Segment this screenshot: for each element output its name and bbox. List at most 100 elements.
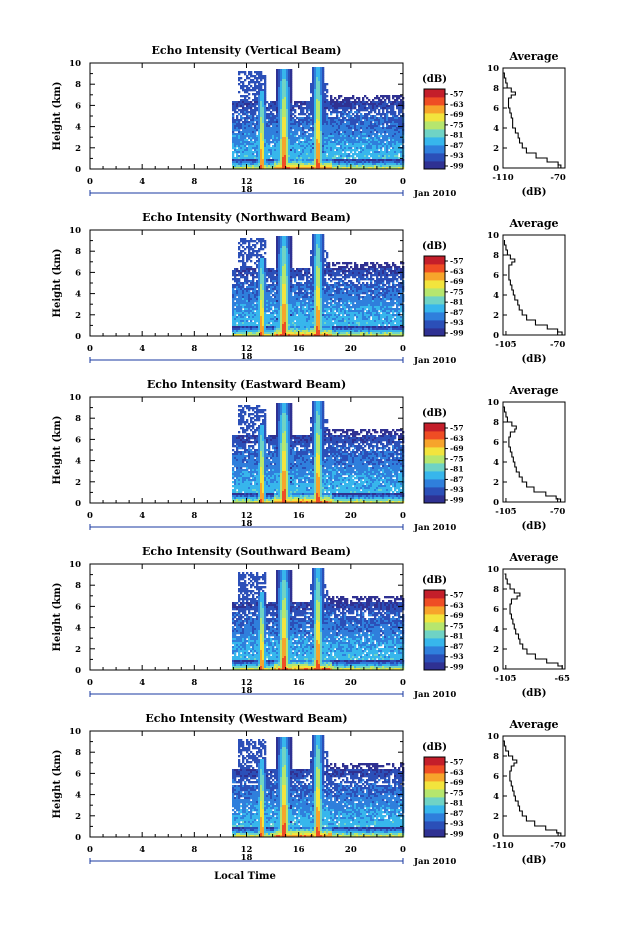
echo-cell [294,129,296,131]
echo-cell [234,109,236,111]
echo-cell [388,119,390,121]
echo-cell [238,270,240,272]
echo-cell [288,330,290,332]
echo-cell [320,238,322,240]
echo-cell [330,127,332,129]
echo-cell [246,308,248,310]
echo-cell [280,79,282,81]
echo-cell [334,121,336,123]
echo-cell [308,101,310,103]
echo-cell [306,328,308,330]
echo-cell [328,163,330,165]
echo-cell [334,165,336,167]
echo-cell [290,73,292,75]
echo-cell [322,131,324,133]
echo-cell [300,294,302,296]
echo-cell [336,127,338,129]
echo-cell [328,143,330,145]
echo-cell [342,139,344,141]
echo-cell [352,163,354,165]
echo-cell [262,274,264,276]
echo-cell [304,103,306,105]
echo-cell [326,133,328,135]
echo-cell [284,109,286,111]
echo-cell [262,276,264,278]
echo-cell [312,165,314,167]
echo-cell [260,266,262,268]
echo-cell [268,131,270,133]
echo-cell [398,165,400,167]
echo-cell [278,268,280,270]
echo-cell [316,300,318,302]
echo-cell [390,155,392,157]
echo-cell [376,135,378,137]
echo-cell [276,238,278,240]
echo-cell [290,316,292,318]
echo-cell [340,113,342,115]
echo-cell [350,121,352,123]
echo-cell [262,93,264,95]
echo-cell [368,121,370,123]
echo-cell [360,127,362,129]
echo-cell [318,238,320,240]
echo-cell [278,77,280,79]
echo-cell [258,314,260,316]
echo-cell [312,284,314,286]
echo-cell [274,133,276,135]
echo-cell [274,300,276,302]
echo-cell [306,149,308,151]
echo-cell [308,149,310,151]
echo-cell [240,314,242,316]
echo-cell [278,272,280,274]
echo-cell [248,294,250,296]
echo-cell [246,254,248,256]
echo-cell [354,129,356,131]
echo-cell [398,109,400,111]
echo-cell [258,260,260,262]
echo-cell [266,302,268,304]
echo-cell [272,161,274,163]
echo-cell [326,91,328,93]
echo-cell [242,127,244,129]
echo-cell [284,149,286,151]
echo-cell [396,107,398,109]
echo-cell [282,157,284,159]
echo-cell [302,133,304,135]
echo-cell [244,332,246,334]
echo-cell [262,240,264,242]
echo-cell [334,145,336,147]
echo-cell [240,95,242,97]
echo-cell [370,111,372,113]
echo-cell [256,252,258,254]
echo-cell [316,302,318,304]
echo-cell [310,310,312,312]
echo-cell [294,298,296,300]
echo-cell [342,115,344,117]
echo-cell [250,294,252,296]
echo-cell [338,107,340,109]
echo-cell [370,103,372,105]
echo-cell [348,107,350,109]
echo-cell [236,143,238,145]
echo-cell [292,330,294,332]
echo-cell [348,157,350,159]
echo-cell [250,141,252,143]
echo-cell [308,135,310,137]
echo-cell [394,117,396,119]
echo-cell [260,282,262,284]
echo-cell [244,270,246,272]
echo-cell [236,292,238,294]
echo-cell [278,298,280,300]
echo-cell [314,161,316,163]
echo-cell [352,155,354,157]
echo-cell [286,137,288,139]
echo-cell [282,115,284,117]
echo-cell [358,121,360,123]
echo-cell [380,161,382,163]
echo-cell [256,282,258,284]
echo-cell [366,127,368,129]
echo-cell [260,314,262,316]
echo-cell [326,105,328,107]
echo-cell [252,326,254,328]
